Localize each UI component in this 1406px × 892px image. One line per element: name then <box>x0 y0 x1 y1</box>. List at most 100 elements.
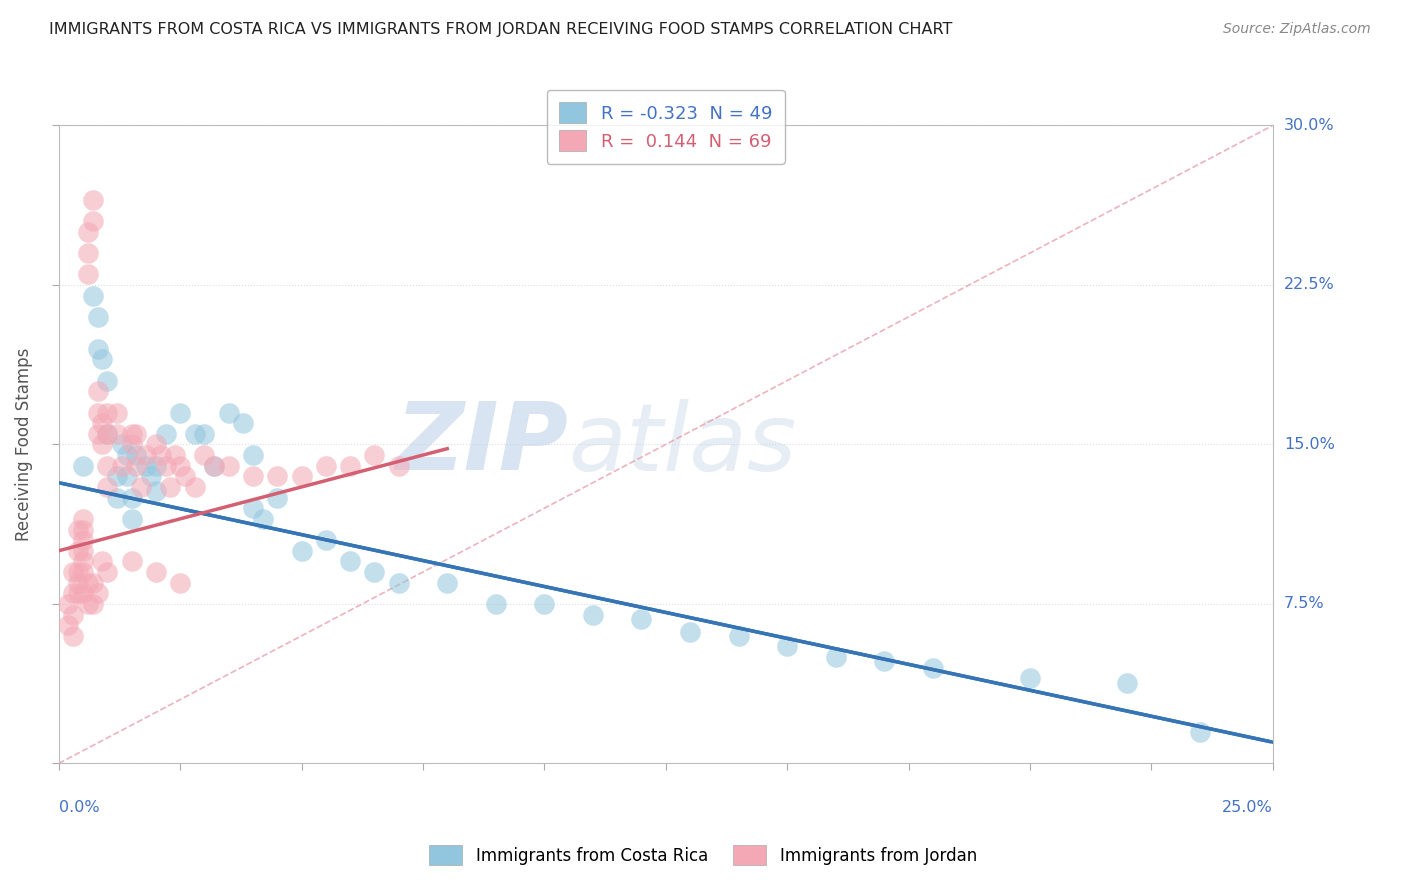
Y-axis label: Receiving Food Stamps: Receiving Food Stamps <box>15 348 32 541</box>
Point <box>135 458 157 473</box>
Point <box>169 458 191 473</box>
Point <box>62 565 84 579</box>
Point <box>193 426 215 441</box>
Point <box>76 575 98 590</box>
Point <box>630 612 652 626</box>
Point <box>82 575 104 590</box>
Point <box>149 448 172 462</box>
Point <box>363 565 385 579</box>
Point <box>218 405 240 419</box>
Point <box>135 448 157 462</box>
Point <box>67 575 90 590</box>
Point <box>72 554 94 568</box>
Point <box>125 458 148 473</box>
Point <box>111 458 134 473</box>
Point <box>67 586 90 600</box>
Point <box>105 405 128 419</box>
Point <box>72 523 94 537</box>
Point <box>242 469 264 483</box>
Text: IMMIGRANTS FROM COSTA RICA VS IMMIGRANTS FROM JORDAN RECEIVING FOOD STAMPS CORRE: IMMIGRANTS FROM COSTA RICA VS IMMIGRANTS… <box>49 22 953 37</box>
Point <box>145 437 167 451</box>
Point <box>96 565 118 579</box>
Point <box>169 575 191 590</box>
Point <box>315 458 337 473</box>
Point <box>363 448 385 462</box>
Point <box>58 618 80 632</box>
Point <box>174 469 197 483</box>
Point <box>155 426 177 441</box>
Point <box>183 426 205 441</box>
Point <box>218 458 240 473</box>
Text: 0.0%: 0.0% <box>59 799 100 814</box>
Legend: Immigrants from Costa Rica, Immigrants from Jordan: Immigrants from Costa Rica, Immigrants f… <box>420 837 986 873</box>
Text: 25.0%: 25.0% <box>1222 799 1272 814</box>
Point <box>121 512 143 526</box>
Point <box>76 225 98 239</box>
Text: 15.0%: 15.0% <box>1284 437 1334 452</box>
Point <box>96 426 118 441</box>
Point <box>121 426 143 441</box>
Point <box>121 437 143 451</box>
Point <box>72 458 94 473</box>
Point <box>96 458 118 473</box>
Point <box>86 342 108 356</box>
Point <box>72 586 94 600</box>
Point <box>1188 724 1211 739</box>
Point <box>1019 672 1042 686</box>
Point <box>193 448 215 462</box>
Point <box>388 458 411 473</box>
Point <box>145 565 167 579</box>
Point <box>388 575 411 590</box>
Point <box>582 607 605 622</box>
Point <box>91 437 114 451</box>
Point <box>62 586 84 600</box>
Point <box>86 586 108 600</box>
Point <box>679 624 702 639</box>
Text: 30.0%: 30.0% <box>1284 118 1334 133</box>
Point <box>315 533 337 548</box>
Point <box>72 543 94 558</box>
Point <box>145 484 167 499</box>
Point <box>139 469 162 483</box>
Point <box>266 469 288 483</box>
Point <box>86 384 108 399</box>
Text: 22.5%: 22.5% <box>1284 277 1334 293</box>
Point <box>86 426 108 441</box>
Point <box>145 458 167 473</box>
Point <box>62 607 84 622</box>
Text: ZIP: ZIP <box>395 399 568 491</box>
Point <box>125 426 148 441</box>
Point <box>86 405 108 419</box>
Point <box>242 501 264 516</box>
Legend: R = -0.323  N = 49, R =  0.144  N = 69: R = -0.323 N = 49, R = 0.144 N = 69 <box>547 90 785 164</box>
Point <box>96 374 118 388</box>
Point <box>72 533 94 548</box>
Point <box>72 565 94 579</box>
Point <box>72 512 94 526</box>
Point <box>873 654 896 668</box>
Point <box>62 629 84 643</box>
Point <box>202 458 225 473</box>
Point <box>67 543 90 558</box>
Point <box>436 575 458 590</box>
Point <box>105 469 128 483</box>
Point <box>202 458 225 473</box>
Point <box>266 491 288 505</box>
Point <box>290 469 312 483</box>
Point <box>105 491 128 505</box>
Point <box>105 426 128 441</box>
Point <box>252 512 274 526</box>
Point <box>115 448 138 462</box>
Point <box>96 426 118 441</box>
Point <box>86 310 108 324</box>
Point <box>339 554 361 568</box>
Point <box>91 352 114 367</box>
Text: atlas: atlas <box>568 399 797 490</box>
Point <box>533 597 555 611</box>
Point <box>67 523 90 537</box>
Point <box>82 597 104 611</box>
Point <box>82 193 104 207</box>
Point <box>727 629 749 643</box>
Point <box>824 650 846 665</box>
Point <box>776 640 799 654</box>
